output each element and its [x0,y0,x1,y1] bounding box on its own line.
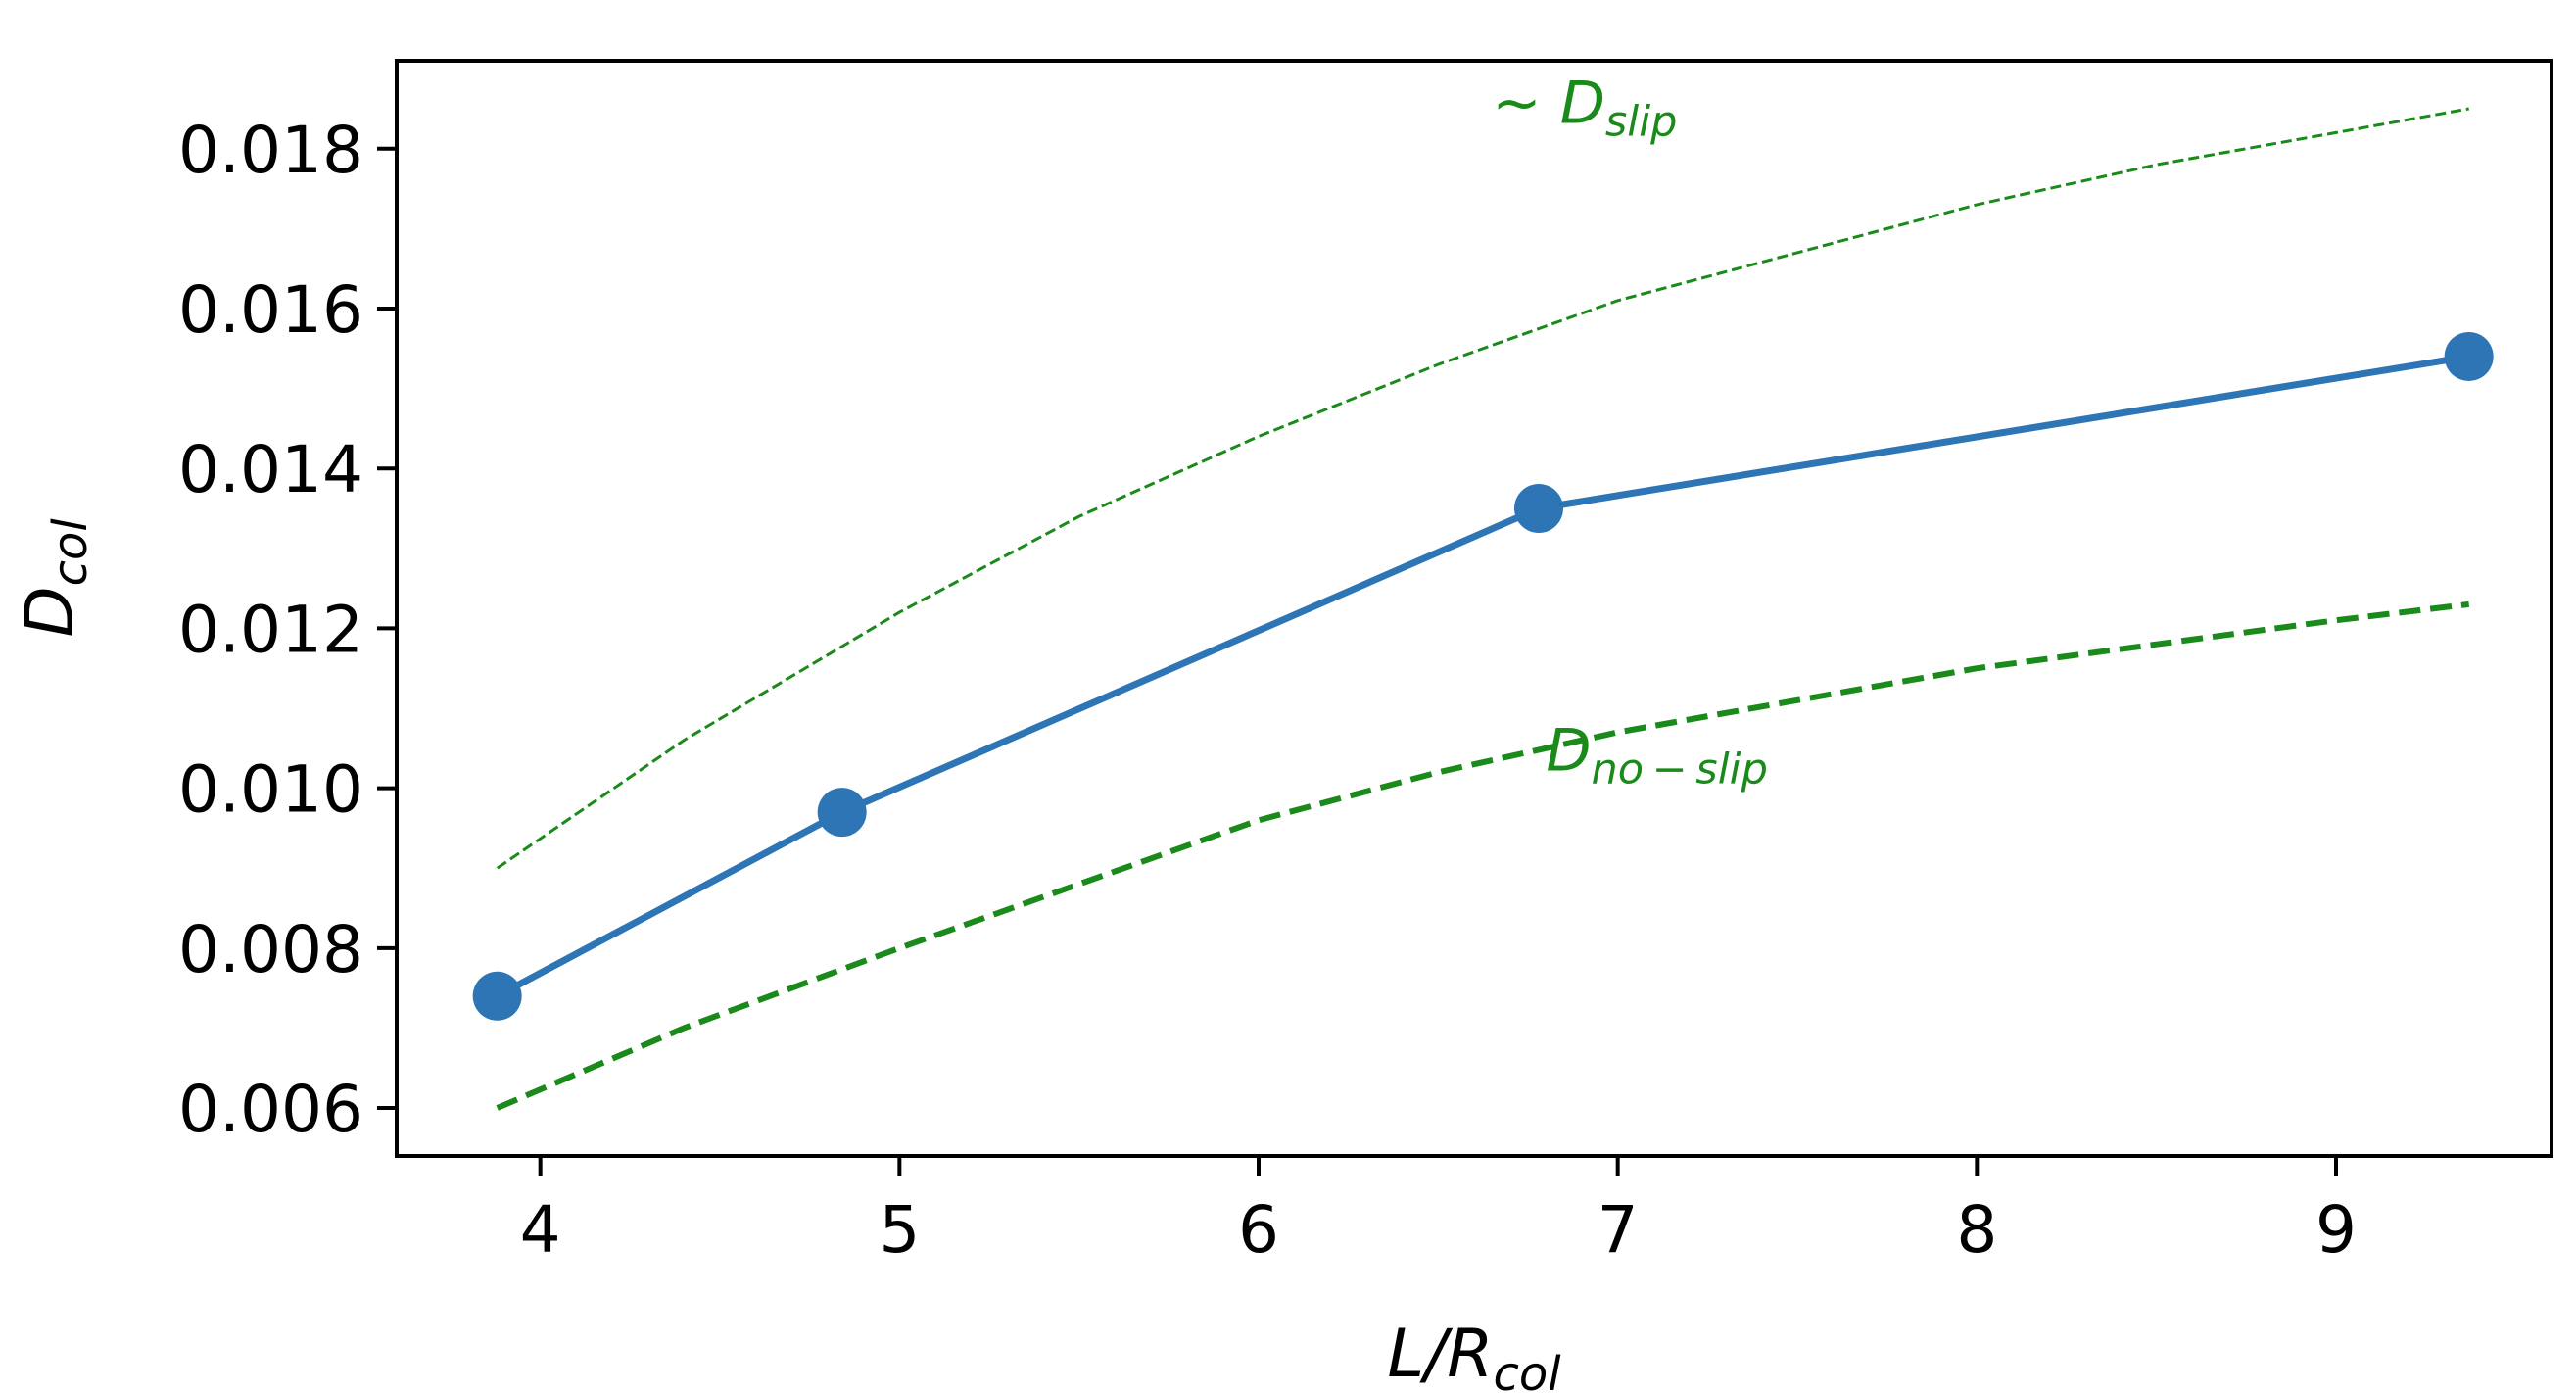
y-axis: 0.006 0.008 0.010 0.012 0.014 0.016 0.018 [178,113,397,1147]
x-axis-label: L/Rcol [1387,1316,1561,1393]
x-axis-label-sub: col [1493,1347,1561,1393]
annotation-noslip: Dno − slip [1546,717,1768,794]
x-tick-label: 7 [1598,1192,1639,1268]
data-point-measured [1514,483,1563,533]
y-tick-label: 0.014 [178,432,363,507]
annotation-slip: ~ Dslip [1492,70,1677,147]
series-line-slip [496,107,2469,870]
plot-frame [395,59,2553,1158]
y-axis-label-main: D [12,586,89,637]
y-axis-label: Dcol [12,518,98,638]
series-line-measured [496,353,2470,999]
x-tick-label: 6 [1238,1192,1279,1268]
x-tick-label: 8 [1956,1192,1997,1268]
series-line-noslip [496,600,2470,1111]
x-tick-label: 5 [879,1192,920,1268]
plot-series-layer [496,107,2470,1111]
y-tick-label: 0.012 [178,592,363,667]
x-axis: 4 5 6 7 8 9 [520,1156,2357,1268]
annotation-sub: slip [1605,98,1678,147]
y-axis-label-sub: col [43,518,98,587]
data-point-measured [817,788,867,838]
x-tick-label: 4 [520,1192,561,1268]
x-axis-label-main: L/R [1387,1316,1493,1393]
annotation-prefix: ~ [1492,70,1559,138]
y-tick-label: 0.018 [178,113,363,188]
plot-marker-layer [472,331,2494,1021]
data-point-measured [472,971,522,1021]
y-tick-label: 0.010 [178,752,363,828]
y-tick-label: 0.016 [178,272,363,348]
x-tick-label: 9 [2315,1192,2357,1268]
data-point-measured [2444,331,2494,381]
annotation-main: D [1546,717,1591,786]
y-tick-label: 0.006 [178,1072,363,1147]
annotation-main: D [1560,70,1605,138]
annotation-sub: no − slip [1592,745,1768,794]
y-tick-label: 0.008 [178,912,363,987]
